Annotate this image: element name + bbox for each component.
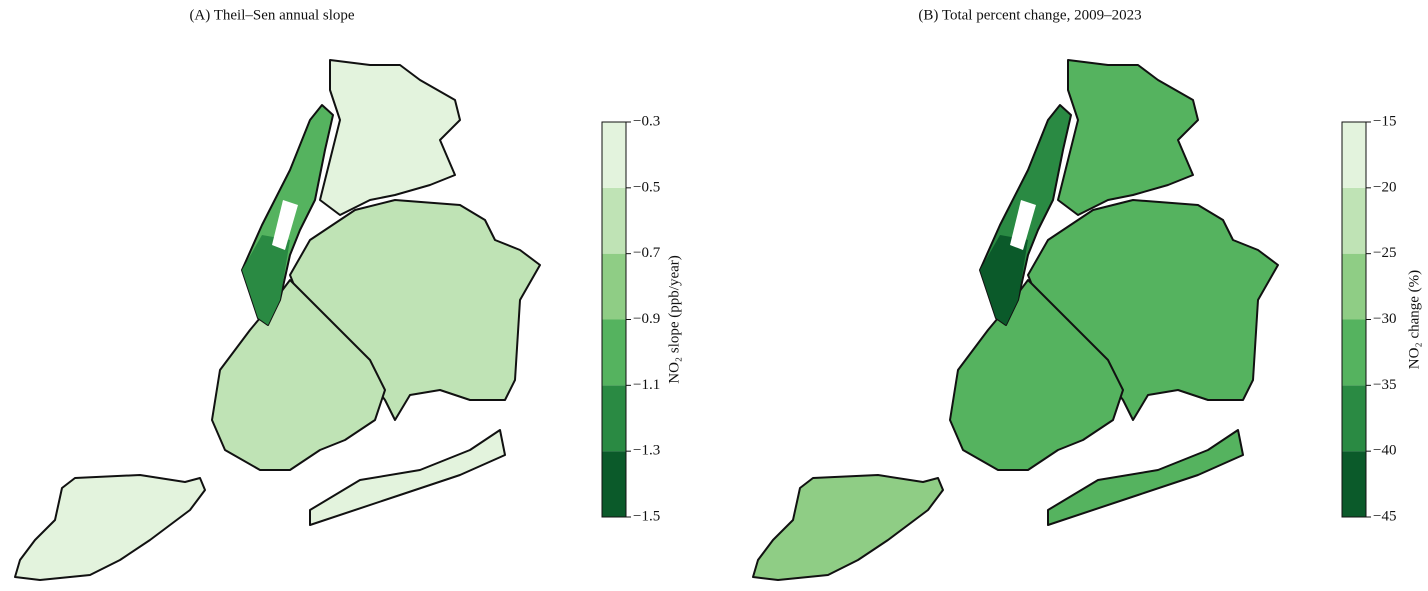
colorbar-tick-label: −1.5 (633, 508, 660, 524)
colorbar-bin (602, 253, 626, 320)
borough (319, 59, 461, 216)
colorbar-tick-label: −25 (1373, 245, 1396, 261)
borough (14, 474, 206, 581)
colorbar-label: NO₂ change (%) (1406, 270, 1422, 369)
colorbar-bin (1342, 319, 1366, 386)
colorbar-bin (1342, 187, 1366, 254)
colorbar-tick-label: −0.7 (633, 245, 661, 261)
borough (309, 429, 506, 526)
panel-title: (B) Total percent change, 2009–2023 (918, 7, 1141, 23)
colorbar-bin (602, 122, 626, 188)
colorbar-tick-label: −0.3 (633, 113, 660, 129)
map (14, 59, 541, 581)
colorbar-label: NO₂ slope (ppb/year) (666, 255, 682, 384)
colorbar-bin (602, 187, 626, 254)
colorbar-bin (602, 385, 626, 452)
colorbar-tick-label: −1.3 (633, 443, 660, 459)
colorbar-bin (602, 451, 626, 517)
borough (1057, 59, 1199, 216)
colorbar-bin (602, 319, 626, 386)
colorbar-tick-label: −0.9 (633, 311, 660, 327)
colorbar-tick-label: −1.1 (633, 377, 660, 393)
colorbar-tick-label: −45 (1373, 508, 1396, 524)
borough (1047, 429, 1244, 526)
colorbar-tick-label: −15 (1373, 113, 1396, 129)
colorbar-bin (1342, 122, 1366, 188)
map (752, 59, 1279, 581)
colorbar-bin (1342, 385, 1366, 452)
colorbar-tick-label: −40 (1373, 443, 1396, 459)
panel-title: (A) Theil–Sen annual slope (189, 7, 354, 23)
colorbar-tick-label: −0.5 (633, 179, 660, 195)
borough (752, 474, 944, 581)
colorbar-bin (1342, 451, 1366, 517)
colorbar-bin (1342, 253, 1366, 320)
colorbar-tick-label: −30 (1373, 311, 1396, 327)
colorbar-tick-label: −20 (1373, 179, 1396, 195)
colorbar-tick-label: −35 (1373, 377, 1396, 393)
